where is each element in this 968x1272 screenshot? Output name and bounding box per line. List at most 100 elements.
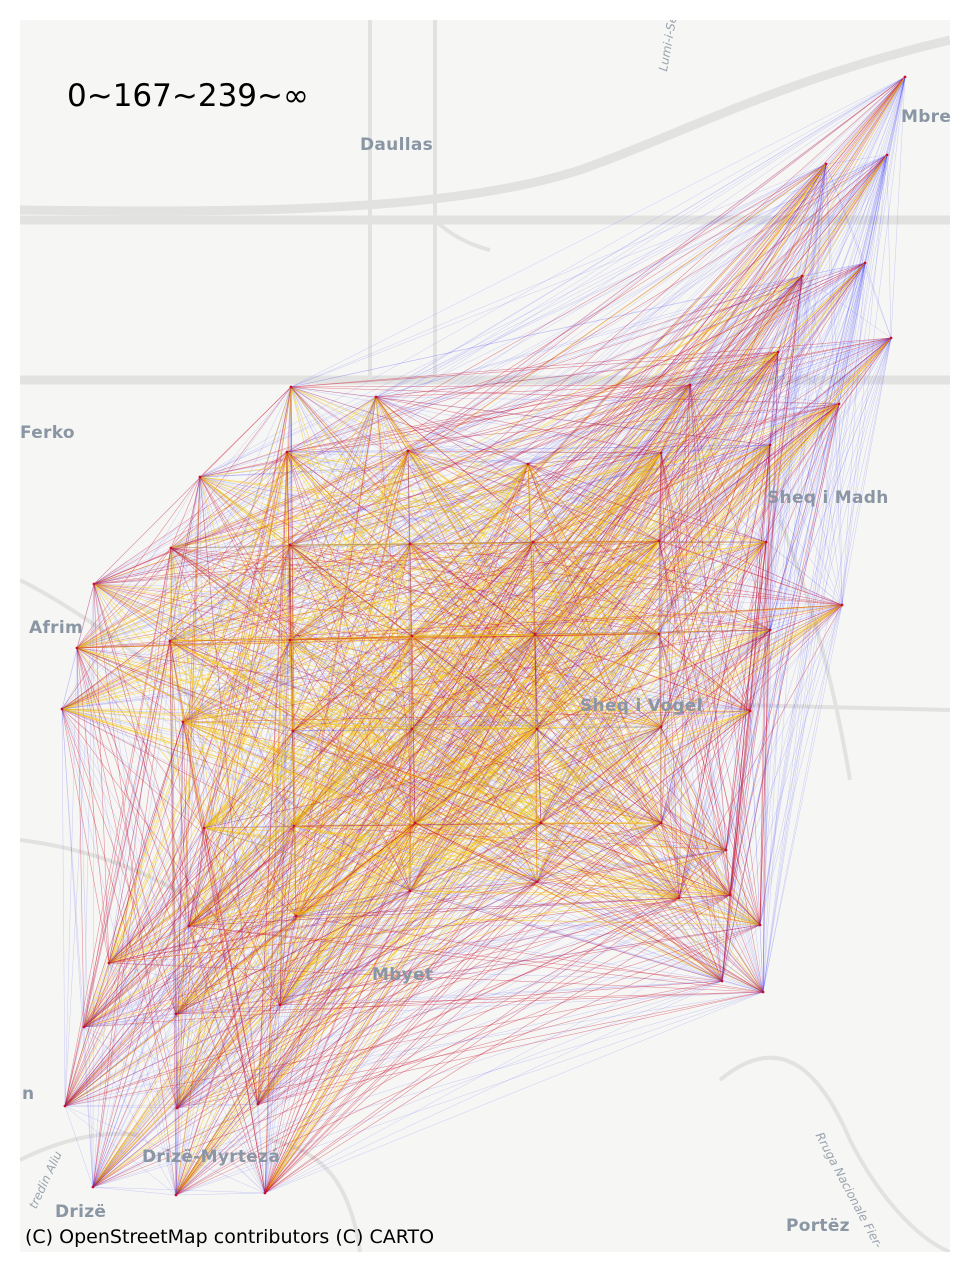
flow-edge — [175, 822, 542, 1015]
flow-edge — [175, 1013, 259, 1105]
flow-edge — [203, 541, 767, 829]
flow-edge — [64, 827, 205, 1107]
flow-edge — [199, 444, 771, 478]
flow-edge — [169, 640, 764, 993]
network-node — [408, 542, 412, 546]
flow-edge — [293, 728, 413, 827]
flow-edge — [175, 463, 529, 1196]
flow-edge — [199, 154, 888, 478]
flow-edge — [289, 386, 292, 641]
flow-edge — [375, 396, 840, 405]
flow-edge — [175, 726, 662, 1196]
flow-edge — [61, 337, 892, 710]
flow-edge — [729, 894, 764, 993]
flow-edge — [407, 450, 411, 545]
flow-edge — [169, 543, 411, 642]
flow-edge — [176, 924, 761, 1109]
flow-edge — [93, 543, 411, 585]
map-canvas[interactable]: Daullas Ferko Afrim Sheq i Madh Sheq i V… — [20, 20, 950, 1252]
flow-edge — [83, 730, 294, 1028]
flow-edge — [83, 1026, 94, 1188]
flow-edge — [169, 640, 761, 926]
flow-edge — [176, 991, 764, 1109]
flow-edge — [540, 76, 906, 824]
flow-edge — [678, 76, 906, 899]
flow-edge — [108, 962, 259, 1105]
flow-edge — [188, 639, 291, 927]
flow-edge — [678, 275, 803, 899]
flow-edge — [769, 154, 888, 631]
flow-edge — [292, 710, 751, 732]
flow-edge — [92, 827, 205, 1188]
flow-edge — [257, 849, 727, 1105]
network-node — [408, 889, 412, 893]
flow-edge — [61, 635, 413, 710]
flow-edge — [293, 710, 751, 827]
flow-edge — [108, 337, 892, 964]
flow-edge — [76, 647, 413, 730]
network-node — [903, 75, 907, 79]
flow-edge — [175, 881, 538, 1196]
place-label-mbyet: Mbyet — [372, 965, 434, 985]
flow-edge — [289, 544, 723, 982]
flow-edge — [93, 444, 771, 585]
flow-edge — [293, 825, 764, 993]
flow-edge — [108, 962, 266, 1194]
flow-edge — [762, 163, 827, 993]
flow-edge — [292, 730, 411, 892]
flow-edge — [777, 76, 906, 353]
flow-edge — [93, 583, 171, 642]
flow-edge — [83, 822, 416, 1028]
flow-edge — [289, 544, 660, 635]
flow-edge — [729, 710, 751, 896]
flow-edge — [93, 583, 723, 982]
flow-edge — [93, 540, 660, 585]
flow-edge — [64, 635, 413, 1107]
flow-edge — [188, 915, 297, 927]
flow-edge — [203, 451, 288, 829]
flow-edge — [169, 640, 727, 851]
flow-edge — [182, 721, 764, 993]
flow-edge — [414, 822, 761, 926]
flow-edge — [83, 639, 291, 1028]
flow-edge — [660, 452, 731, 896]
flow-edge — [182, 635, 413, 723]
flow-edge — [188, 396, 377, 927]
flow-edge — [61, 708, 110, 964]
flow-edge — [264, 924, 761, 1194]
network-node — [863, 261, 867, 265]
flow-edge — [290, 262, 866, 388]
flow-edge — [203, 386, 292, 829]
flow-edge — [749, 444, 771, 712]
network-node — [107, 961, 111, 965]
flow-edge — [409, 890, 764, 993]
flow-edge — [64, 639, 291, 1107]
flow-edge — [108, 827, 205, 964]
flow-edge — [290, 386, 727, 851]
flow-edge — [176, 980, 723, 1109]
flow-edge — [660, 726, 764, 993]
flow-edge — [409, 822, 416, 892]
flow-edge — [64, 897, 680, 1107]
flow-edge — [295, 897, 680, 917]
flow-edge — [841, 76, 906, 606]
flow-edge — [199, 476, 411, 545]
flow-edge — [825, 163, 840, 405]
flow-edge — [203, 827, 764, 993]
flow-edge — [108, 163, 827, 964]
flow-edge — [175, 1107, 178, 1196]
flow-edge — [678, 897, 761, 926]
flow-edge — [279, 604, 843, 1006]
flow-edge — [540, 629, 771, 824]
flow-edge — [532, 452, 662, 543]
flow-edge — [93, 351, 779, 585]
flow-edge — [292, 728, 413, 732]
flow-edge — [289, 452, 662, 641]
flow-edge — [660, 444, 771, 824]
flow-edge — [182, 721, 662, 824]
flow-edge — [721, 275, 803, 982]
network-node — [720, 979, 724, 983]
flow-edge — [257, 710, 751, 1105]
flow-edge — [92, 822, 662, 1188]
flow-edge — [689, 384, 761, 926]
